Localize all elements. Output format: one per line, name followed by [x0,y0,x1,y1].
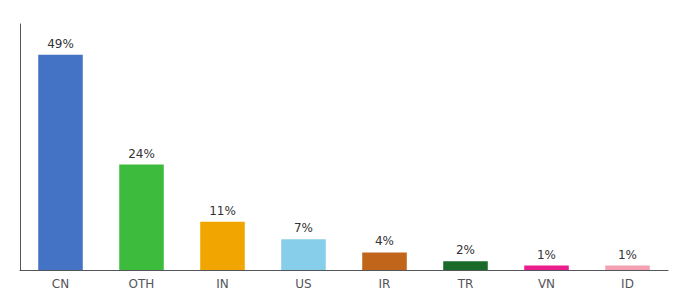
svg-text:2%: 2% [456,243,475,257]
svg-text:1%: 1% [537,248,556,262]
svg-text:OTH: OTH [129,277,155,291]
svg-text:IR: IR [379,277,391,291]
svg-text:1%: 1% [618,248,637,262]
svg-text:7%: 7% [294,221,313,235]
svg-text:CN: CN [52,277,69,291]
svg-text:24%: 24% [128,147,155,161]
svg-text:4%: 4% [375,234,394,248]
svg-text:TR: TR [457,277,474,291]
svg-text:US: US [295,277,311,291]
svg-text:ID: ID [621,277,634,291]
svg-text:VN: VN [538,277,555,291]
svg-text:IN: IN [216,277,229,291]
svg-text:49%: 49% [47,37,74,51]
svg-text:11%: 11% [209,204,236,218]
